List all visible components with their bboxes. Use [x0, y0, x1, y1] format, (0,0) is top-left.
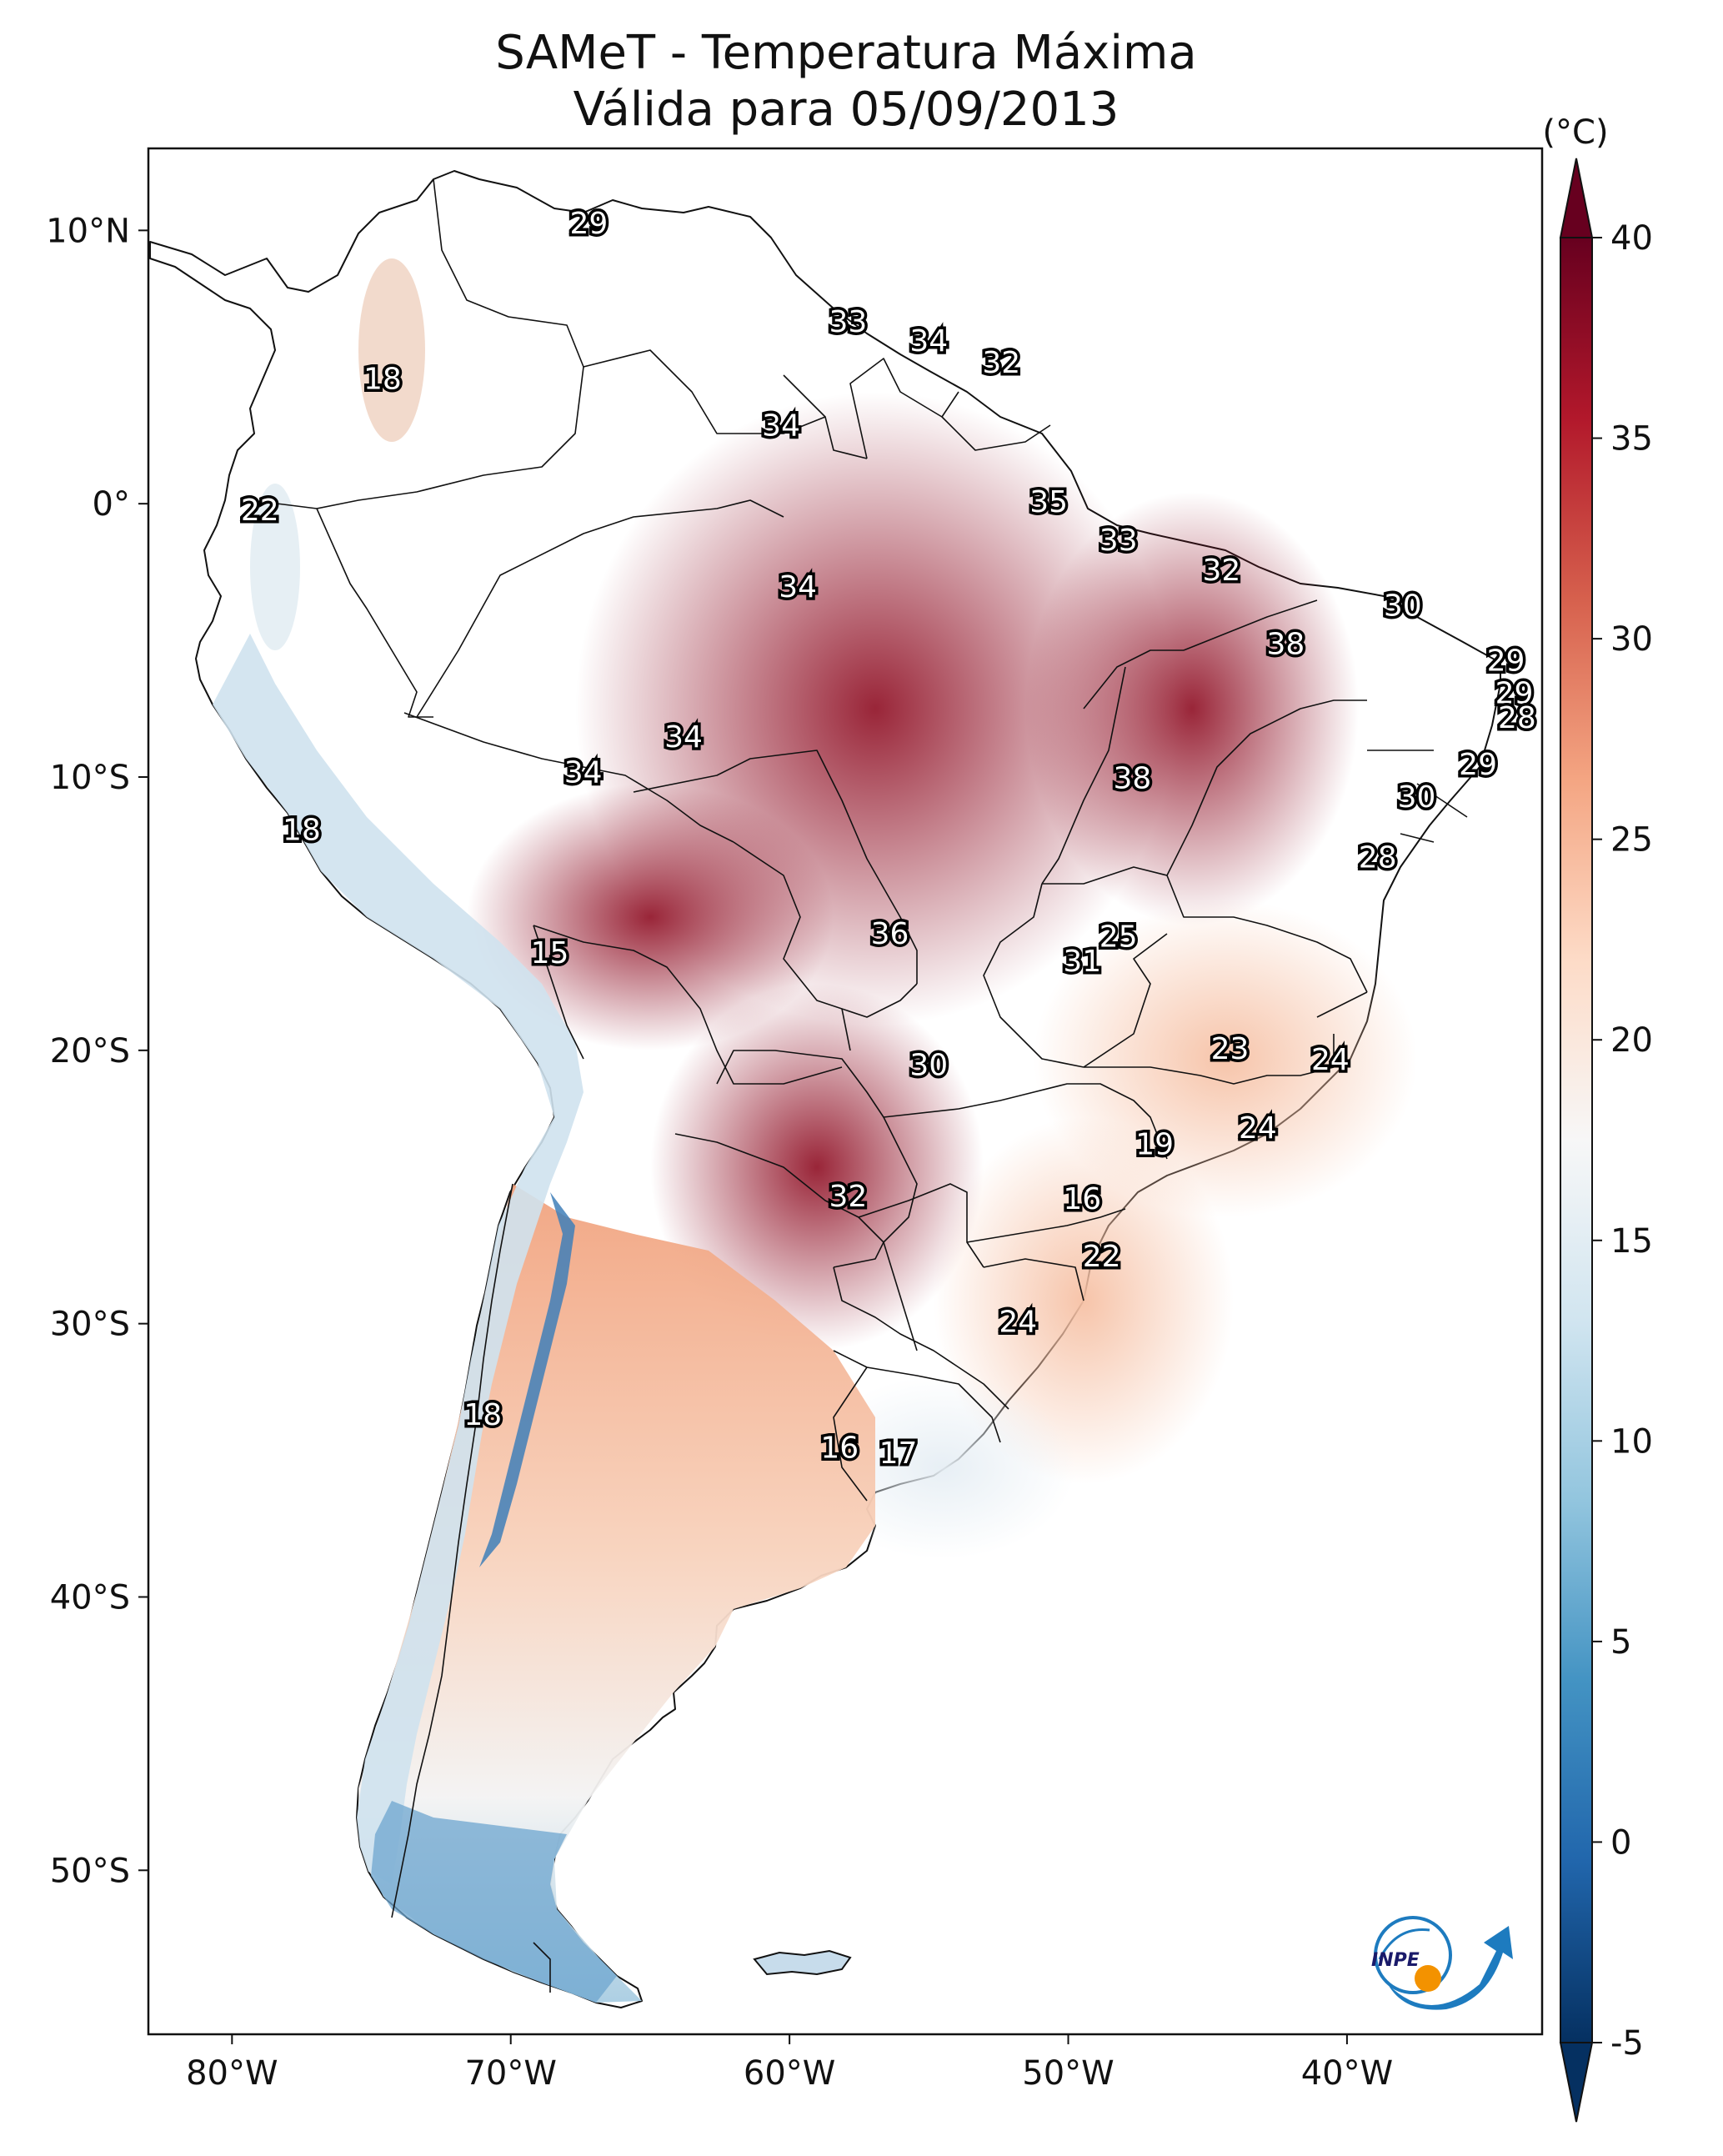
- longitude-axis: 80°W 70°W 60°W 50°W 40°W: [186, 2034, 1393, 2093]
- andes-cool-strip: [213, 634, 584, 1884]
- hot-zone-chaco: [650, 984, 984, 1351]
- colorbar-tick-label: 10: [1610, 1422, 1653, 1461]
- temperature-label: 36: [871, 917, 909, 951]
- temperature-label: 24: [999, 1306, 1037, 1340]
- colorbar-tick-label: 25: [1610, 821, 1653, 860]
- temperature-label: 30: [909, 1048, 948, 1082]
- lat-tick-label: 30°S: [50, 1306, 130, 1344]
- temperature-label: 25: [1099, 920, 1138, 954]
- lon-tick-label: 40°W: [1301, 2054, 1393, 2093]
- colorbar-tick-label: 5: [1610, 1623, 1631, 1662]
- temperature-label: 29: [569, 207, 608, 241]
- temperature-label: 17: [879, 1436, 918, 1471]
- colorbar-min-extension: [1559, 2042, 1594, 2123]
- temperature-label: 23: [1211, 1032, 1250, 1066]
- temperature-label: 32: [829, 1180, 867, 1214]
- temperature-label: 29: [1487, 644, 1525, 678]
- temperature-label: 16: [1063, 1182, 1101, 1216]
- lat-tick-label: 10°N: [46, 212, 130, 250]
- temperature-label: 15: [531, 936, 569, 970]
- temperature-label: 33: [1099, 524, 1138, 558]
- hot-zone-northeast: [1025, 492, 1359, 925]
- temperature-label: 19: [1135, 1128, 1174, 1162]
- continent-land: [149, 170, 1501, 2008]
- temperature-label: 34: [779, 570, 817, 604]
- temperature-label: 22: [1083, 1240, 1121, 1274]
- colorbar-bar: [1560, 237, 1593, 2043]
- temperature-label: 22: [241, 494, 279, 528]
- lat-tick-label: 50°S: [50, 1852, 130, 1890]
- falkland-islands: [753, 1949, 852, 1976]
- temperature-label: 18: [463, 1398, 502, 1432]
- colorbar-tick-label: -5: [1610, 2024, 1644, 2063]
- colorbar-ticks: 40 35 30 25 20 15 10 5 0 -5: [1592, 219, 1653, 2063]
- lon-tick-label: 60°W: [744, 2054, 835, 2093]
- patagonia-cold-zone: [371, 1801, 617, 2003]
- colorbar-tick-label: 30: [1610, 620, 1653, 659]
- hot-zone-bolivia: [467, 784, 834, 1050]
- lon-tick-label: 70°W: [464, 2054, 556, 2093]
- temperature-label: 34: [762, 409, 800, 443]
- temperature-label: 28: [1498, 701, 1536, 735]
- lat-tick-label: 10°S: [50, 759, 130, 797]
- temperature-label: 34: [564, 756, 603, 790]
- map-frame: [147, 147, 1544, 2036]
- temperature-label: 24: [1311, 1043, 1350, 1077]
- map-title: SAMeT - Temperatura Máxima: [495, 26, 1197, 80]
- temperature-label: 38: [1114, 761, 1152, 795]
- lat-tick-label: 0°: [93, 485, 130, 524]
- colorbar: (°C) 40 35 30 25 20 15 10 5 0 -5: [1542, 113, 1653, 2123]
- colorbar-tick-label: 40: [1610, 219, 1653, 258]
- temperature-label: 34: [909, 324, 948, 358]
- temperature-label: 28: [1359, 840, 1397, 875]
- temperature-label: 32: [1203, 554, 1241, 588]
- map-subtitle: Válida para 05/09/2013: [573, 83, 1119, 137]
- temperature-label: 35: [1029, 485, 1068, 519]
- colorbar-unit-label: (°C): [1542, 113, 1608, 152]
- temperature-label: 18: [283, 814, 321, 848]
- temperature-label: 32: [982, 346, 1020, 380]
- colombia-cool-ridge: [358, 258, 425, 442]
- temperature-label: 30: [1384, 589, 1422, 624]
- svg-text:INPE: INPE: [1371, 1950, 1420, 1971]
- inpe-logo: INPE: [1371, 1916, 1513, 2010]
- colorbar-max-extension: [1559, 158, 1594, 238]
- colorbar-tick-label: 0: [1610, 1823, 1631, 1862]
- temperature-label: 24: [1239, 1111, 1277, 1146]
- colorbar-tick-label: 20: [1610, 1021, 1653, 1060]
- andes-cold-core: [479, 1192, 575, 1567]
- temperature-label: 30: [1398, 780, 1436, 815]
- lon-tick-label: 80°W: [186, 2054, 278, 2093]
- lat-tick-label: 40°S: [50, 1578, 130, 1617]
- temperature-label: 18: [363, 363, 402, 397]
- lat-tick-label: 20°S: [50, 1032, 130, 1070]
- latitude-axis: 10°N 0° 10°S 20°S 30°S 40°S 50°S: [46, 212, 148, 1890]
- country-borders: [249, 178, 1468, 1993]
- colorbar-tick-label: 15: [1610, 1222, 1653, 1261]
- temperature-label: 33: [829, 305, 867, 339]
- temperature-label: 31: [1063, 945, 1101, 979]
- lon-tick-label: 50°W: [1022, 2054, 1114, 2093]
- temperature-label: 29: [1495, 677, 1534, 711]
- temperature-label: 38: [1266, 628, 1305, 662]
- colorbar-tick-label: 35: [1610, 420, 1653, 459]
- temperature-label: 34: [664, 720, 703, 755]
- temperature-label: 16: [820, 1431, 859, 1465]
- map-area: [148, 148, 1542, 2034]
- ecuador-cool-ridge: [250, 484, 300, 650]
- temperature-label: 29: [1459, 748, 1497, 782]
